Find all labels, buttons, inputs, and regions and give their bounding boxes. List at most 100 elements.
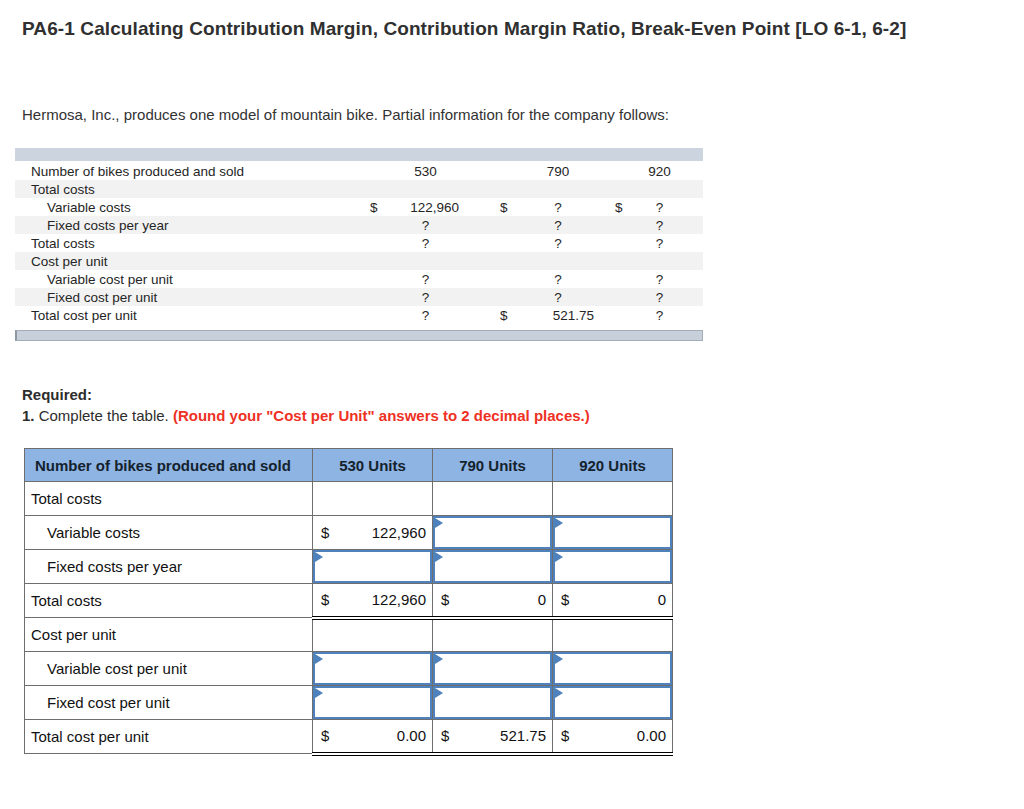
info-value-cell: $?	[500, 200, 600, 215]
dollar-sign: $	[500, 200, 516, 215]
info-value-cell: ?	[500, 236, 600, 251]
input-cell[interactable]	[313, 550, 433, 584]
static-value-cell: $0.00	[553, 720, 673, 754]
dollar-sign: $	[313, 727, 337, 744]
info-row: Fixed cost per unit???	[15, 288, 703, 306]
info-value: ?	[386, 290, 465, 305]
dollar-sign: $	[615, 200, 631, 215]
info-value-cell: ?	[370, 218, 465, 233]
info-value-cell: ?	[500, 290, 600, 305]
static-value-cell: $0	[553, 584, 673, 618]
info-value-cell: ?	[370, 290, 465, 305]
intro-text: Hermosa, Inc., produces one model of mou…	[22, 106, 669, 123]
dollar-sign: $	[553, 591, 577, 608]
required-item: 1. Complete the table. (Round your "Cost…	[22, 405, 590, 426]
cell-value: 521.75	[457, 727, 552, 744]
info-value-cell: 920	[615, 164, 688, 179]
info-value-cell: ?	[615, 290, 688, 305]
required-section: Required: 1. Complete the table. (Round …	[22, 384, 590, 426]
static-value-cell: $521.75	[433, 720, 553, 754]
input-cell[interactable]	[433, 516, 553, 550]
blank-cell	[313, 482, 433, 516]
info-value: ?	[631, 272, 688, 287]
dollar-sign: $	[553, 727, 577, 744]
info-value: ?	[631, 308, 688, 323]
page: PA6-1 Calculating Contribution Margin, C…	[0, 0, 1024, 809]
page-title: PA6-1 Calculating Contribution Margin, C…	[22, 18, 906, 40]
info-value: ?	[631, 236, 688, 251]
info-row: Total costs???	[15, 234, 703, 252]
row-label: Cost per unit	[25, 618, 313, 652]
input-cell[interactable]	[553, 686, 673, 720]
info-value-cell: $521.75	[500, 308, 600, 323]
info-value: ?	[386, 218, 465, 233]
info-value: ?	[386, 272, 465, 287]
row-label: Total cost per unit	[25, 720, 313, 754]
input-cell[interactable]	[313, 686, 433, 720]
column-header-label: Number of bikes produced and sold	[25, 449, 313, 482]
info-value: ?	[516, 200, 600, 215]
work-table: Number of bikes produced and sold 530 Un…	[24, 448, 673, 756]
row-label: Variable costs	[25, 516, 313, 550]
input-cell[interactable]	[433, 652, 553, 686]
work-table-header-row: Number of bikes produced and sold 530 Un…	[25, 449, 673, 482]
cell-value: 0	[457, 591, 552, 608]
info-value: ?	[516, 236, 600, 251]
info-row-label: Fixed costs per year	[15, 218, 370, 233]
info-row-label: Variable cost per unit	[15, 272, 370, 287]
static-value-cell: $122,960	[313, 516, 433, 550]
dollar-sign: $	[500, 308, 516, 323]
info-row: Total costs	[15, 180, 703, 198]
dollar-sign: $	[313, 524, 337, 541]
info-value-cell: ?	[615, 236, 688, 251]
info-value: ?	[386, 236, 465, 251]
cell-value: 122,960	[337, 524, 432, 541]
info-value: 790	[516, 164, 600, 179]
info-value-cell: $122,960	[370, 200, 465, 215]
info-table-rows: Number of bikes produced and sold 530 790 9…	[15, 162, 703, 324]
row-label: Fixed costs per year	[25, 550, 313, 584]
dollar-sign: $	[370, 200, 386, 215]
dollar-sign: $	[433, 591, 457, 608]
info-value: 530	[386, 164, 465, 179]
table-row: Total costs	[25, 482, 673, 516]
info-value: ?	[516, 218, 600, 233]
info-value: ?	[386, 308, 465, 323]
row-label: Total costs	[25, 482, 313, 516]
horizontal-scrollbar[interactable]	[15, 330, 703, 341]
info-row: Cost per unit	[15, 252, 703, 270]
blank-cell	[433, 618, 553, 652]
static-value-cell: $0.00	[313, 720, 433, 754]
table-row: Cost per unit	[25, 618, 673, 652]
input-cell[interactable]	[433, 686, 553, 720]
required-item-text: Complete the table.	[39, 407, 169, 424]
info-row: Fixed costs per year???	[15, 216, 703, 234]
input-cell[interactable]	[553, 516, 673, 550]
info-row: Variable cost per unit???	[15, 270, 703, 288]
info-value-cell: 530	[370, 164, 465, 179]
info-value: ?	[516, 290, 600, 305]
blank-cell	[313, 618, 433, 652]
info-value-cell: ?	[500, 272, 600, 287]
table-row: Total cost per unit$0.00$521.75$0.00	[25, 720, 673, 754]
blank-cell	[553, 482, 673, 516]
input-cell[interactable]	[553, 652, 673, 686]
info-value-cell: 790	[500, 164, 600, 179]
answer-table: Number of bikes produced and sold 530 Un…	[24, 448, 673, 756]
column-header-790-units: 790 Units	[433, 449, 553, 482]
info-value-cell: ?	[500, 218, 600, 233]
input-cell[interactable]	[433, 550, 553, 584]
info-row: Total cost per unit?$521.75?	[15, 306, 703, 324]
static-value-cell: $0	[433, 584, 553, 618]
input-cell[interactable]	[313, 652, 433, 686]
required-heading: Required:	[22, 384, 590, 405]
info-row-label: Number of bikes produced and sold	[15, 164, 370, 179]
table-row: Fixed cost per unit	[25, 686, 673, 720]
table-row: Variable costs$122,960	[25, 516, 673, 550]
input-cell[interactable]	[553, 550, 673, 584]
table-row: Fixed costs per year	[25, 550, 673, 584]
table-row: Total costs$122,960$0$0	[25, 584, 673, 618]
row-label: Total costs	[25, 584, 313, 618]
info-value: 920	[631, 164, 688, 179]
required-item-number: 1.	[22, 407, 35, 424]
